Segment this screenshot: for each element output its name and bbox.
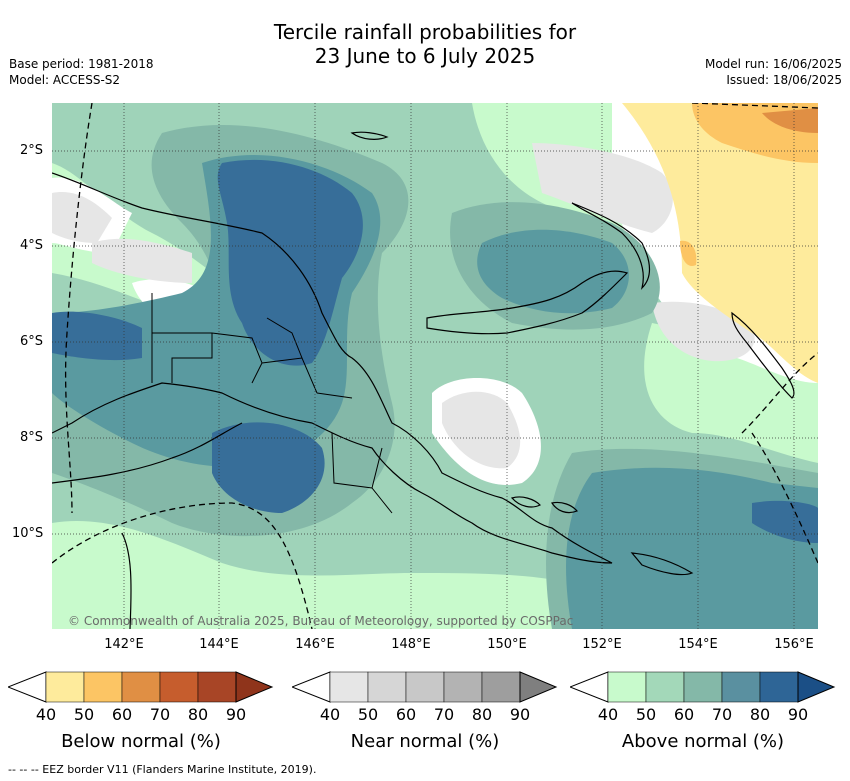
cb-below-tick-70: 70: [149, 705, 171, 724]
cb-above-tick-40: 40: [597, 705, 619, 724]
rainfall-map: [52, 103, 818, 629]
cb-near-seg-50: [367, 671, 407, 703]
map-title-line2: 23 June to 6 July 2025: [314, 44, 536, 68]
region-below-50-patch: [680, 240, 697, 266]
region-near-40-northeast: [532, 143, 673, 233]
region-above-70-southeast: [566, 467, 818, 629]
cb-below-arrow-left: [8, 671, 47, 703]
lon-label-144e: 144°E: [199, 637, 239, 652]
coastline-manus: [350, 131, 389, 140]
cb-below-tick-60: 60: [111, 705, 133, 724]
region-near-40-center: [442, 391, 521, 469]
colorbar-near-normal: [292, 671, 558, 703]
copyright-notice: © Commonwealth of Australia 2025, Bureau…: [68, 614, 574, 628]
coastline-dentrecasteaux: [510, 496, 578, 514]
cb-above-tick-70: 70: [711, 705, 733, 724]
colorbar-above-normal: [570, 671, 836, 703]
eez-border-east: [691, 103, 818, 564]
lon-label-146e: 146°E: [295, 637, 335, 652]
meta-left: Base period: 1981-2018 Model: ACCESS-S2: [9, 56, 154, 88]
region-above-80-southeast: [752, 500, 818, 543]
cb-below-seg-40: [45, 671, 85, 703]
cb-below-tick-90: 90: [225, 705, 247, 724]
cb-above-seg-50: [645, 671, 685, 703]
eez-footer-note: -- -- -- EEZ border V11 (Flanders Marine…: [8, 763, 317, 776]
cb-above-tick-90: 90: [787, 705, 809, 724]
cb-near-tick-40: 40: [319, 705, 341, 724]
lon-label-152e: 152°E: [582, 637, 622, 652]
cb-above-arrow-right: [797, 671, 836, 703]
cb-above-tick-80: 80: [749, 705, 771, 724]
lat-label-10s: 10°S: [12, 526, 44, 541]
eez-border-south: [52, 502, 313, 629]
cb-above-arrow-left: [570, 671, 609, 703]
region-near-40-west: [52, 192, 112, 243]
lon-label-154e: 154°E: [678, 637, 718, 652]
cb-near-title: Near normal (%): [350, 731, 500, 752]
lat-label-4s: 4°S: [20, 238, 44, 253]
lat-label-6s: 6°S: [20, 334, 44, 349]
region-above-70-east: [477, 229, 629, 314]
coastline-south-coast: [52, 422, 243, 484]
issued-date: Issued: 18/06/2025: [726, 73, 842, 87]
region-near-40-inland: [92, 238, 192, 283]
cb-above-title: Above normal (%): [621, 731, 785, 752]
lat-label-8s: 8°S: [20, 430, 44, 445]
cb-below-title: Below normal (%): [61, 731, 221, 752]
colorbar-below-normal: [8, 671, 274, 703]
region-below-60: [762, 108, 818, 133]
cb-below-tick-80: 80: [187, 705, 209, 724]
cb-near-seg-40: [329, 671, 369, 703]
cb-near-tick-70: 70: [433, 705, 455, 724]
cb-near-tick-90: 90: [509, 705, 531, 724]
cb-near-tick-80: 80: [471, 705, 493, 724]
cb-near-seg-70: [443, 671, 483, 703]
map-title-line1: Tercile rainfall probabilities for: [273, 20, 577, 44]
lat-label-2s: 2°S: [20, 143, 44, 158]
cb-near-seg-80: [481, 671, 521, 703]
base-period: Base period: 1981-2018: [9, 57, 154, 71]
coastline-new-guinea: [52, 172, 613, 564]
cb-above-seg-40: [607, 671, 647, 703]
cb-below-seg-70: [159, 671, 199, 703]
coastline-new-britain: [426, 270, 629, 335]
region-above-80-west: [52, 311, 142, 361]
model-run: Model run: 16/06/2025: [704, 57, 842, 71]
cb-above-tick-50: 50: [635, 705, 657, 724]
lon-label-150e: 150°E: [487, 637, 527, 652]
cb-below-tick-40: 40: [35, 705, 57, 724]
cb-below-tick-50: 50: [73, 705, 95, 724]
meta-right: Model run: 16/06/2025 Issued: 18/06/2025: [705, 56, 842, 88]
model-name: Model: ACCESS-S2: [9, 73, 121, 87]
cb-near-seg-60: [405, 671, 445, 703]
cb-below-seg-50: [83, 671, 123, 703]
lon-label-148e: 148°E: [391, 637, 431, 652]
region-above-40-south: [52, 521, 592, 629]
eez-border-west: [64, 103, 93, 514]
lon-label-142e: 142°E: [104, 637, 144, 652]
cb-below-seg-80: [197, 671, 237, 703]
cb-near-tick-60: 60: [395, 705, 417, 724]
region-above-80-north: [217, 159, 363, 366]
cb-above-tick-60: 60: [673, 705, 695, 724]
coastline-bougainville: [731, 311, 795, 399]
cb-near-tick-50: 50: [357, 705, 379, 724]
lon-label-156e: 156°E: [774, 637, 814, 652]
cb-below-arrow-right: [235, 671, 274, 703]
region-above-80-south: [212, 422, 325, 513]
cb-above-seg-80: [759, 671, 799, 703]
cb-near-arrow-right: [519, 671, 558, 703]
region-below-40: [622, 103, 818, 383]
coastline-torres-strait: [121, 532, 132, 629]
cb-near-arrow-left: [292, 671, 331, 703]
coastline-new-ireland: [571, 202, 651, 290]
graticule: [52, 103, 818, 629]
cb-below-seg-60: [121, 671, 161, 703]
coastline-louisiade: [630, 552, 694, 576]
cb-above-seg-70: [721, 671, 761, 703]
cb-above-seg-60: [683, 671, 723, 703]
province-borders: [151, 293, 393, 514]
